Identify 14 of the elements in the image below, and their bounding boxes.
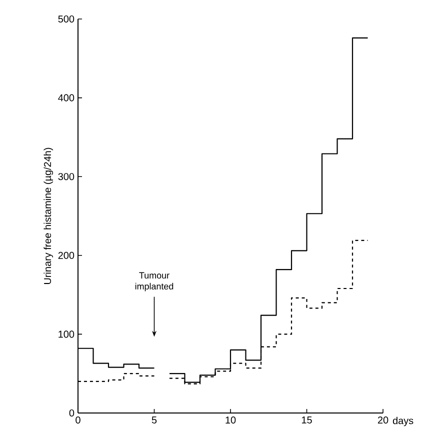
x-tick-label: 5: [152, 416, 157, 424]
y-tick-label: 300: [58, 173, 74, 180]
annotation: Tumour implanted: [135, 272, 174, 292]
x-tick-label: 10: [226, 416, 236, 424]
y-tick-label: 0: [69, 409, 74, 417]
y-axis-title: Urinary free histamine (µg/24h): [44, 148, 54, 284]
y-tick-label: 400: [58, 94, 74, 102]
y-tick-label: 100: [58, 330, 74, 338]
y-tick-label: 200: [58, 252, 74, 259]
x-tick-label: 20: [378, 416, 388, 424]
x-tick-label: 0: [76, 416, 80, 424]
y-tick-label: 500: [58, 15, 74, 23]
x-axis-title: days: [392, 416, 414, 426]
x-tick-label: 15: [302, 416, 312, 424]
